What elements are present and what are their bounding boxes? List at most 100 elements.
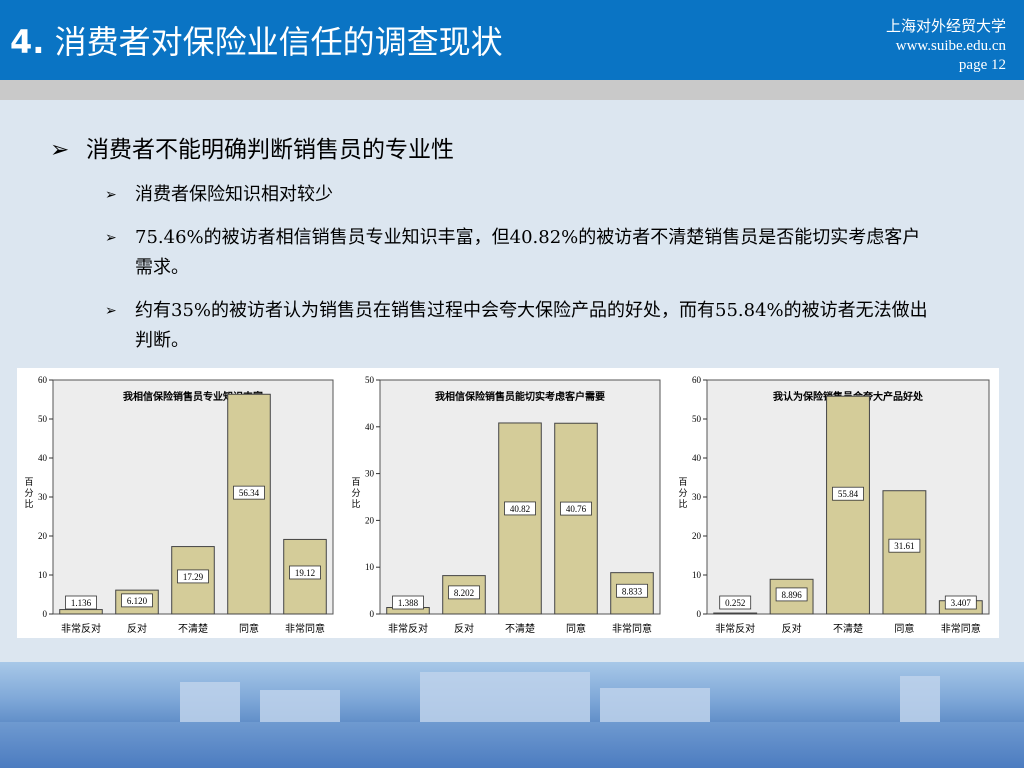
data-label-box [392,595,424,610]
data-label: 56.34 [239,488,260,498]
data-label-box [560,501,592,516]
data-label: 31.61 [894,541,914,551]
data-label-box [448,585,480,600]
y-tick-label: 20 [38,531,48,541]
data-label-box [504,501,536,516]
bar [227,393,271,615]
arrow-bullet-icon: ➢ [105,303,117,319]
sub-bullet-1: ➢ 消费者保险知识相对较少 [105,180,955,210]
y-tick-label: 30 [365,469,375,479]
data-label: 6.120 [127,596,148,606]
x-tick-label: 反对 [127,622,147,635]
bar [713,612,758,615]
y-tick-label: 0 [697,609,702,619]
x-tick-label: 不清楚 [178,622,208,635]
campus-banner-image [0,662,1024,768]
sub-bullet-3: ➢ 约有35%的被访者认为销售员在销售过程中会夸大保险产品的好处，而有55.84%… [105,296,955,356]
y-tick-label: 40 [692,453,702,463]
main-bullet: ➢ 消费者不能明确判断销售员的专业性 [50,130,454,164]
chart-title: 我相信保险销售员能切实考虑客户需要 [435,390,605,403]
sub-bullet-text: 约有35%的被访者认为销售员在销售过程中会夸大保险产品的好处，而有55.84%的… [135,300,928,351]
sub-bullet-text: 消费者保险知识相对较少 [135,184,333,205]
data-label: 17.29 [183,572,204,582]
y-tick-label: 10 [692,570,702,580]
y-tick-label: 10 [365,562,375,572]
data-label: 1.388 [398,598,419,608]
x-tick-label: 非常反对 [61,622,101,635]
x-tick-label: 非常同意 [941,622,981,635]
bar [498,422,542,615]
data-label: 1.136 [71,598,92,608]
y-axis-label: 百分比 [24,477,33,510]
y-tick-label: 20 [365,515,375,525]
bar [59,609,103,615]
arrow-bullet-icon: ➢ [105,187,117,203]
data-label-box [233,485,265,500]
x-tick-label: 不清楚 [833,622,863,635]
x-tick-label: 反对 [782,622,802,635]
y-tick-label: 30 [38,492,48,502]
data-label: 8.896 [781,590,802,600]
header-divider [0,80,1024,100]
data-label-box [616,583,648,598]
x-tick-label: 非常反对 [388,622,428,635]
data-label-box [121,593,153,608]
data-label-box [832,486,864,501]
y-axis-label: 百分比 [351,477,360,510]
y-tick-label: 0 [370,609,375,619]
x-tick-label: 同意 [894,622,914,635]
data-label: 8.833 [622,586,643,596]
x-tick-label: 非常反对 [715,622,755,635]
y-tick-label: 40 [38,453,48,463]
bar [826,395,870,615]
arrow-bullet-icon: ➢ [105,230,117,246]
y-tick-label: 0 [43,609,48,619]
y-tick-label: 60 [692,375,702,385]
data-label-box [888,538,921,553]
bar-chart-exaggerate-benefits: 我认为保险销售员会夸大产品好处0102030405060百分比0.252非常反对… [678,375,990,635]
bar-chart-professional-knowledge: 我相信保险销售员专业知识丰富0102030405060百分比1.136非常反对6… [24,375,334,635]
data-label: 40.76 [566,504,587,514]
y-tick-label: 20 [692,531,702,541]
y-tick-label: 50 [365,375,375,385]
university-website: www.suibe.edu.cn [895,38,1006,54]
data-label-box [719,595,752,610]
university-info: 上海对外经贸大学 www.suibe.edu.cn page 12 [886,18,1006,75]
x-tick-label: 非常同意 [612,622,652,635]
y-tick-label: 50 [38,414,48,424]
x-tick-label: 不清楚 [505,622,535,635]
data-label: 3.407 [951,598,972,608]
data-label: 19.12 [295,568,315,578]
data-label-box [775,587,808,602]
slide-header: 4. 消费者对保险业信任的调查现状 上海对外经贸大学 www.suibe.edu… [0,0,1024,80]
data-label: 0.252 [725,598,745,608]
y-axis-label: 百分比 [678,477,687,510]
y-tick-label: 40 [365,422,375,432]
page-number: page 12 [958,57,1006,73]
data-label: 8.202 [454,588,474,598]
data-label-box [65,595,97,610]
data-label-box [289,565,321,580]
slide-title-number: 4. [10,23,45,61]
data-label-box [177,569,209,584]
y-tick-label: 10 [38,570,48,580]
data-label: 40.82 [510,504,530,514]
main-bullet-text: 消费者不能明确判断销售员的专业性 [86,137,454,163]
bar-chart-customer-needs: 我相信保险销售员能切实考虑客户需要 0 10 20 30 40 50 百分比 1.388 非常反对… [351,375,661,635]
data-label-box [944,595,977,610]
data-label: 55.84 [838,489,859,499]
slide-title-text: 消费者对保险业信任的调查现状 [54,23,503,61]
x-tick-label: 同意 [239,622,259,635]
y-tick-label: 50 [692,414,702,424]
sub-bullet-text: 75.46%的被访者相信销售员专业知识丰富，但40.82%的被访者不清楚销售员是… [135,227,921,278]
y-tick-label: 60 [38,375,48,385]
sub-bullet-2: ➢ 75.46%的被访者相信销售员专业知识丰富，但40.82%的被访者不清楚销售员… [105,223,955,283]
x-tick-label: 反对 [454,622,474,635]
slide-title: 4. 消费者对保险业信任的调查现状 [10,22,503,62]
arrow-bullet-icon: ➢ [50,137,70,163]
y-tick-label: 30 [692,492,702,502]
x-tick-label: 非常同意 [285,622,325,635]
bar [554,422,598,615]
university-name: 上海对外经贸大学 [885,19,1006,35]
x-tick-label: 同意 [566,622,586,635]
